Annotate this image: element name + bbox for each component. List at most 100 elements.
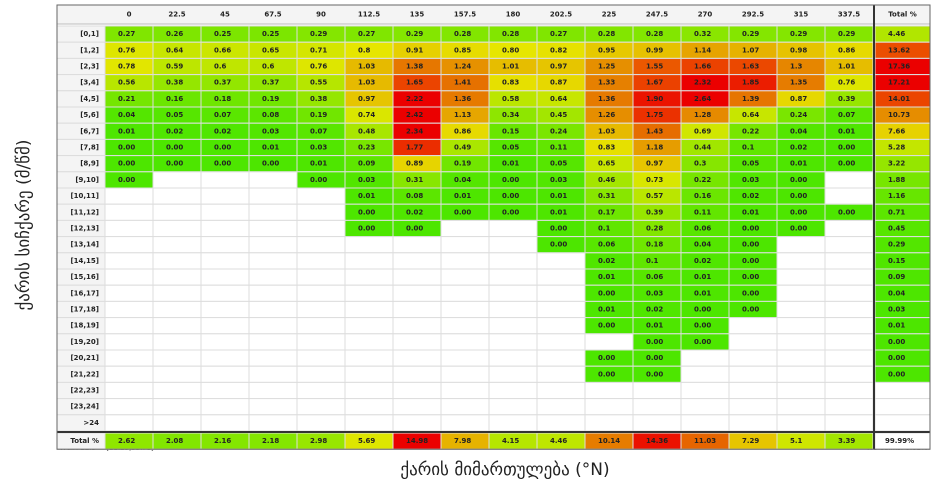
cell-value: 0.09 xyxy=(888,273,905,281)
cell-value: 1.13 xyxy=(454,111,471,119)
cell-value: 1.67 xyxy=(646,79,663,87)
grid-cell xyxy=(296,317,346,335)
heat-cell xyxy=(777,188,825,204)
heat-cell xyxy=(537,123,585,139)
row-label: [2,3] xyxy=(80,63,99,71)
cell-value: 0.00 xyxy=(598,289,615,297)
grid-cell xyxy=(296,252,346,270)
row-label: [17,18] xyxy=(70,306,99,314)
grid-cell xyxy=(824,365,874,383)
cell-value: 1.03 xyxy=(358,79,375,87)
grid-cell xyxy=(296,284,346,302)
column-total-cell xyxy=(297,433,345,449)
grid-cell xyxy=(152,398,202,416)
grid-cell xyxy=(152,171,202,189)
cell-value: 1.88 xyxy=(888,176,905,184)
heat-cell xyxy=(825,139,873,156)
grid-cell xyxy=(440,333,490,351)
cell-value: 0.01 xyxy=(502,160,519,168)
row-total-cell xyxy=(875,91,930,107)
heat-cell xyxy=(345,123,393,139)
heat-cell xyxy=(393,220,441,237)
row-total-cell xyxy=(875,318,930,334)
row-label: [11,12] xyxy=(70,208,99,216)
row-label: [0,1] xyxy=(80,30,99,38)
cell-value: 0.04 xyxy=(790,127,807,135)
cell-value: 0.31 xyxy=(406,176,423,184)
grid-cell xyxy=(776,349,826,367)
grid-cell xyxy=(104,252,154,270)
cell-value: 2.64 xyxy=(694,95,711,103)
cell-value: 0.71 xyxy=(888,208,905,216)
heat-cell xyxy=(393,123,441,139)
heat-cell xyxy=(729,253,777,269)
heat-cell xyxy=(633,107,681,123)
heat-cell xyxy=(537,58,585,75)
grid-cell xyxy=(824,252,874,270)
row-total-cell xyxy=(875,253,930,269)
cell-value: 1.85 xyxy=(742,79,759,87)
cell-value: 0.00 xyxy=(742,306,759,314)
cell-value: 0.31 xyxy=(598,192,615,200)
heat-cell xyxy=(441,156,489,172)
row-total-cell xyxy=(875,42,930,58)
cell-value: 0.00 xyxy=(742,289,759,297)
grid-cell xyxy=(344,252,394,270)
cell-value: 0.00 xyxy=(406,225,423,233)
grid-cell xyxy=(776,365,826,383)
heat-cell xyxy=(777,107,825,123)
cell-value: 4.15 xyxy=(502,437,519,445)
cell-value: 0.18 xyxy=(214,95,231,103)
cell-value: 0.34 xyxy=(502,111,519,119)
cell-value: 0.78 xyxy=(118,63,135,71)
row-total-cell xyxy=(875,285,930,301)
column-header: 135 xyxy=(410,11,425,19)
cell-value: 0.01 xyxy=(454,192,471,200)
heat-cell xyxy=(633,91,681,107)
grid-cell xyxy=(296,333,346,351)
cell-value: 0.00 xyxy=(214,144,231,152)
cell-value: 0.04 xyxy=(694,241,711,249)
cell-value: 4.46 xyxy=(888,30,905,38)
grid-cell xyxy=(824,300,874,319)
heat-cell xyxy=(777,172,825,188)
column-header: 45 xyxy=(220,11,230,19)
row-label: [7,8] xyxy=(80,144,99,152)
grid-cell xyxy=(440,317,490,335)
cell-value: 0.00 xyxy=(790,192,807,200)
grid-cell xyxy=(680,414,730,432)
heat-cell xyxy=(585,188,633,204)
cell-value: 0.00 xyxy=(646,370,663,378)
grid-cell xyxy=(776,317,826,335)
row-label: [19,20] xyxy=(70,338,99,346)
heat-cell xyxy=(585,285,633,301)
heat-cell xyxy=(633,366,681,382)
cell-value: 1.43 xyxy=(646,127,663,135)
grid-cell xyxy=(200,317,250,335)
grid-cell xyxy=(152,284,202,302)
column-header: 67.5 xyxy=(264,11,281,19)
cell-value: 2.08 xyxy=(166,437,183,445)
heat-cell xyxy=(585,107,633,123)
heat-cell xyxy=(297,58,345,75)
heat-cell xyxy=(585,318,633,334)
heat-cell xyxy=(729,58,777,75)
heat-cell xyxy=(393,75,441,91)
grid-cell xyxy=(104,236,154,254)
cell-value: 0.07 xyxy=(214,111,231,119)
heat-cell xyxy=(825,91,873,107)
cell-value: 0.18 xyxy=(646,241,663,249)
cell-value: 0.64 xyxy=(166,46,183,54)
cell-value: 0.87 xyxy=(550,79,567,87)
grid-cell xyxy=(392,317,442,335)
row-label: [5,6] xyxy=(80,111,99,119)
grid-cell xyxy=(874,381,931,400)
grid-cell xyxy=(104,398,154,416)
y-axis-label: ქარის სიჩქარე (მ/წმ) xyxy=(14,140,34,311)
row-total-cell xyxy=(875,139,930,156)
grid-cell xyxy=(488,381,538,400)
heat-cell xyxy=(633,123,681,139)
heat-cell xyxy=(441,188,489,204)
cell-value: 0.58 xyxy=(502,95,519,103)
cell-value: 2.42 xyxy=(406,111,423,119)
